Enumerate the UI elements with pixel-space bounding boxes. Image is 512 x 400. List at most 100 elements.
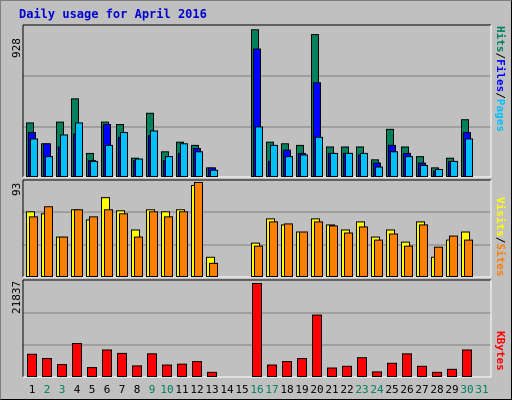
- day-tick-label: 29: [445, 383, 458, 396]
- pages-bar: [345, 152, 353, 178]
- day-tick-label: 11: [175, 383, 188, 396]
- sites-bar: [389, 233, 398, 277]
- kbytes-bar: [402, 353, 412, 377]
- pages-bar: [405, 156, 413, 177]
- day-tick-label: 6: [104, 383, 111, 396]
- sites-bar: [89, 216, 98, 278]
- kbytes-bar: [162, 364, 172, 378]
- sites-bar: [404, 245, 413, 278]
- day-tick-label: 12: [190, 383, 203, 396]
- pages-bar: [330, 152, 338, 178]
- day-tick-label: 18: [280, 383, 293, 396]
- day-tick-label: 20: [310, 383, 323, 396]
- sites-bar: [374, 239, 383, 278]
- pages-bar: [375, 166, 383, 178]
- day-tick-label: 17: [265, 383, 278, 396]
- kbytes-bar: [207, 371, 217, 377]
- pages-bar: [105, 144, 113, 177]
- kbytes-bar: [42, 358, 52, 377]
- day-tick-label: 21: [325, 383, 338, 396]
- kbytes-bar: [87, 367, 97, 377]
- pages-bar: [315, 136, 323, 177]
- chart-title: Daily usage for April 2016: [19, 7, 207, 21]
- sites-bar: [149, 211, 158, 277]
- pages-bar: [300, 154, 308, 177]
- day-tick-label: 10: [160, 383, 173, 396]
- day-tick-label: 24: [370, 383, 384, 396]
- kbytes-bar: [117, 352, 127, 378]
- kbytes-bar: [312, 314, 322, 378]
- sites-bar: [74, 209, 83, 277]
- pages-bar: [435, 168, 443, 178]
- day-tick-label: 15: [235, 383, 248, 396]
- sites-bar: [329, 225, 338, 277]
- sites-bar: [194, 181, 203, 277]
- day-tick-label: 22: [340, 383, 353, 396]
- sites-bar: [299, 231, 308, 277]
- day-tick-label: 25: [385, 383, 398, 396]
- kbytes-bar: [147, 353, 157, 377]
- kbytes-bar: [72, 342, 82, 378]
- sites-bar: [164, 216, 173, 278]
- kbytes-bar: [447, 368, 457, 378]
- day-tick-label: 8: [134, 383, 141, 396]
- pages-bar: [285, 156, 293, 177]
- pages-bar: [255, 126, 263, 177]
- kbytes-bar: [327, 367, 337, 378]
- sites-bar: [344, 232, 353, 278]
- day-tick-label: 30: [460, 383, 473, 396]
- kbytes-bar: [27, 353, 37, 377]
- pages-bar: [30, 138, 38, 177]
- sites-bar: [464, 239, 473, 278]
- day-tick-label: 7: [119, 383, 126, 396]
- pages-bar: [75, 122, 83, 178]
- sites-bar: [179, 211, 188, 277]
- pages-bar: [420, 164, 428, 178]
- pages-bar: [450, 160, 458, 178]
- sites-bar: [29, 216, 38, 278]
- day-tick-label: 1: [29, 383, 36, 396]
- pages-bar: [195, 151, 203, 178]
- pages-bar: [150, 130, 158, 177]
- sites-bar: [209, 262, 218, 277]
- pages-bar: [90, 160, 98, 178]
- day-tick-label: 16: [250, 383, 263, 396]
- kbytes-bar: [57, 364, 67, 378]
- kbytes-bar: [417, 365, 427, 377]
- sites-bar: [44, 206, 53, 277]
- kbytes-bar: [192, 361, 202, 378]
- kbytes-bar: [342, 365, 352, 377]
- kbytes-bar: [282, 361, 292, 378]
- pages-bar: [210, 169, 218, 177]
- sites-bar: [104, 209, 113, 277]
- pages-bar: [390, 151, 398, 178]
- pages-bar: [120, 132, 128, 178]
- sites-bar: [314, 221, 323, 277]
- pages-bar: [60, 134, 68, 177]
- kbytes-bar: [432, 371, 442, 377]
- kbytes-bar: [387, 362, 397, 377]
- sites-bar: [59, 236, 68, 277]
- day-tick-label: 4: [74, 383, 81, 396]
- sites-bar: [254, 245, 263, 278]
- day-tick-label: 9: [149, 383, 156, 396]
- day-tick-label: 19: [295, 383, 308, 396]
- kbytes-bar: [267, 364, 277, 378]
- pages-bar: [165, 156, 173, 177]
- sites-bar: [434, 246, 443, 277]
- sites-bar: [419, 224, 428, 277]
- sites-bar: [269, 221, 278, 277]
- pages-bar: [135, 158, 143, 177]
- day-tick-label: 3: [59, 383, 66, 396]
- sites-bar: [359, 226, 368, 278]
- pages-bar: [465, 138, 473, 177]
- day-tick-label: 23: [355, 383, 368, 396]
- day-tick-label: 31: [475, 383, 488, 396]
- kbytes-bar: [357, 357, 367, 377]
- kbytes-bar: [372, 371, 382, 377]
- sites-bar: [134, 236, 143, 277]
- day-tick-label: 2: [44, 383, 51, 396]
- kbytes-bar: [132, 365, 142, 378]
- sites-bar: [284, 223, 293, 278]
- kbytes-bar: [177, 363, 187, 377]
